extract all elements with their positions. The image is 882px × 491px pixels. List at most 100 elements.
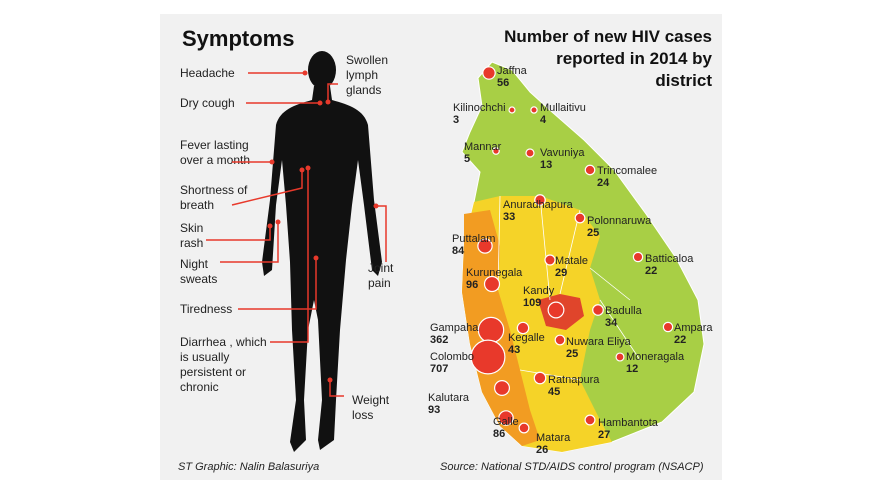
case-marker <box>477 316 505 344</box>
district-value: 22 <box>645 265 657 277</box>
district-name: Matara <box>536 432 571 444</box>
district-name: Gampaha <box>430 322 479 334</box>
leader-dot <box>317 100 323 106</box>
district-value: 84 <box>452 245 465 257</box>
leader-dot <box>299 167 305 173</box>
district-value: 43 <box>508 344 520 356</box>
district-name: Ampara <box>674 322 713 334</box>
leader-dot <box>327 377 333 383</box>
district-name: Batticaloa <box>645 253 694 265</box>
district-value: 25 <box>587 227 599 239</box>
body-silhouette <box>262 51 382 452</box>
map-title-line: Number of new HIV cases <box>504 27 712 46</box>
district-value: 5 <box>464 153 470 165</box>
case-marker <box>533 371 547 385</box>
symptom-label: Fever lasting <box>180 138 249 152</box>
leader-line <box>238 258 317 310</box>
case-marker <box>498 410 514 426</box>
district-value: 22 <box>674 334 686 346</box>
leader-dot <box>313 255 319 261</box>
district-name: Hambantota <box>598 417 659 429</box>
symptom-label: lymph <box>346 68 378 82</box>
leader-dot <box>267 223 273 229</box>
district-value: 24 <box>597 177 610 189</box>
symptom-label: breath <box>180 198 214 212</box>
district-value: 93 <box>428 404 440 416</box>
district-value: 25 <box>566 348 578 360</box>
symptom-label: is usually <box>180 350 229 364</box>
district-name: Ratnapura <box>548 374 600 386</box>
case-marker <box>516 321 530 335</box>
district-value: 27 <box>598 429 610 441</box>
symptoms-title: Symptoms <box>182 26 294 51</box>
district-name: Kalutara <box>428 392 470 404</box>
leader-line <box>220 222 279 263</box>
district-value: 362 <box>430 334 448 346</box>
case-marker <box>584 164 596 176</box>
credit: ST Graphic: Nalin Balasuriya <box>178 461 319 473</box>
symptom-label: glands <box>346 83 381 97</box>
case-marker <box>554 334 566 346</box>
symptom-label: Night <box>180 257 209 271</box>
case-marker <box>615 352 625 362</box>
leader-line <box>270 168 309 343</box>
case-marker <box>483 275 501 293</box>
district-value: 109 <box>523 297 541 309</box>
leader-dot <box>305 165 311 171</box>
case-marker <box>662 321 674 333</box>
leader-dot <box>325 99 331 105</box>
case-marker <box>518 422 530 434</box>
symptom-label: Skin <box>180 221 203 235</box>
case-marker <box>584 414 596 426</box>
district-value: 3 <box>453 114 459 126</box>
district-value: 33 <box>503 211 515 223</box>
district-name: Kandy <box>523 285 555 297</box>
district-name: Polonnaruwa <box>587 215 652 227</box>
symptom-label: Joint <box>368 261 394 275</box>
symptom-label: Swollen <box>346 53 388 67</box>
district-value: 34 <box>605 317 618 329</box>
symptom-label: over a month <box>180 153 250 167</box>
case-marker <box>544 254 556 266</box>
district-value: 707 <box>430 363 448 375</box>
district-value: 26 <box>536 444 548 456</box>
source: Source: National STD/AIDS control progra… <box>440 461 704 473</box>
symptom-label: loss <box>352 408 373 422</box>
district-name: Badulla <box>605 305 643 317</box>
case-marker <box>493 379 511 397</box>
district-name: Moneragala <box>626 351 685 363</box>
district-name: Mullaitivu <box>540 102 586 114</box>
symptom-label: Weight <box>352 393 390 407</box>
district-name: Colombo <box>430 351 474 363</box>
case-marker <box>632 251 644 263</box>
district-value: 13 <box>540 159 552 171</box>
district-name: Kegalle <box>508 332 545 344</box>
leader-line <box>329 380 344 397</box>
district-name: Galle <box>493 416 519 428</box>
map-title-line: district <box>655 71 712 90</box>
leader-dot <box>302 70 308 76</box>
district-name: Puttalam <box>452 233 495 245</box>
symptom-label: Headache <box>180 66 235 80</box>
symptom-label: persistent or <box>180 365 246 379</box>
district-value: 12 <box>626 363 638 375</box>
district-value: 56 <box>497 77 509 89</box>
district-value: 96 <box>466 279 478 291</box>
district-value: 29 <box>555 267 567 279</box>
district-name: Kurunegala <box>466 267 523 279</box>
leader-dot <box>269 159 275 165</box>
case-marker <box>470 339 506 375</box>
district-name: Trincomalee <box>597 165 657 177</box>
case-marker <box>477 238 493 254</box>
district-name: Mannar <box>464 141 502 153</box>
case-marker <box>592 304 604 316</box>
district-name: Anuradhapura <box>503 199 574 211</box>
district-value: 45 <box>548 386 560 398</box>
case-marker <box>482 66 496 80</box>
district-value: 4 <box>540 114 547 126</box>
case-marker <box>574 212 586 224</box>
symptom-label: chronic <box>180 380 219 394</box>
leader-line <box>327 83 338 102</box>
symptom-label: Shortness of <box>180 183 248 197</box>
